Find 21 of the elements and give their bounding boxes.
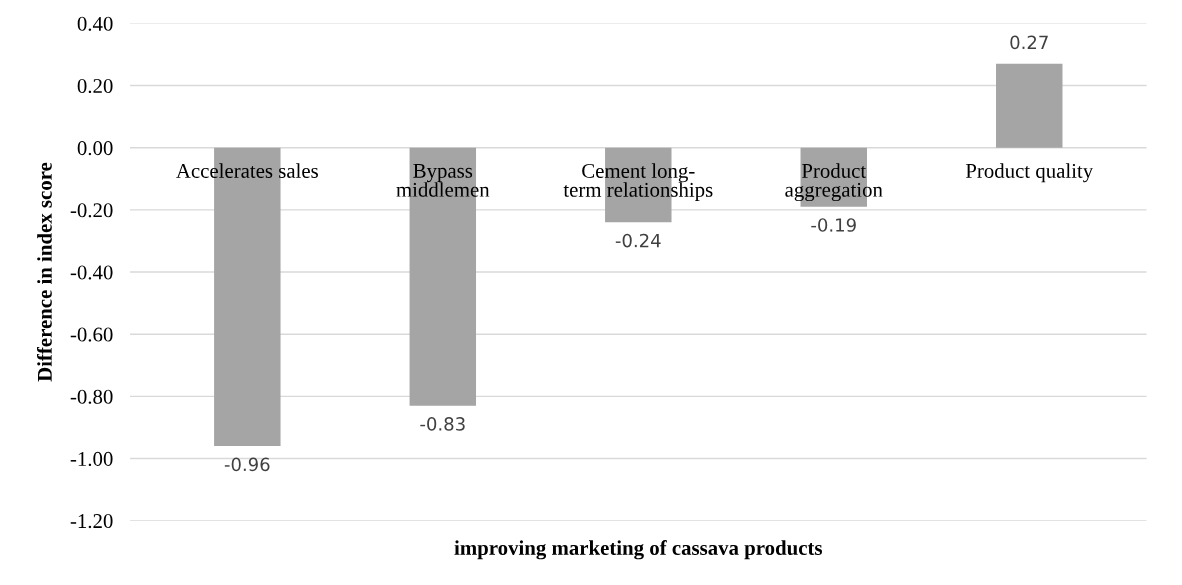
y-tick-label: -1.00 [70, 451, 113, 467]
data-label: 0.27 [1010, 35, 1048, 50]
data-label: -0.24 [615, 233, 661, 248]
y-tick-label: -0.40 [70, 265, 113, 280]
y-tick-label: -0.60 [70, 327, 113, 342]
y-axis-title: Difference in index score [36, 162, 52, 382]
x-tick-label: Product quality [965, 163, 1094, 183]
x-axis-title: improving marketing of cassava products [454, 540, 823, 560]
data-label: -0.96 [224, 457, 270, 472]
y-tick-label: -0.20 [70, 203, 113, 218]
x-tick-label: Cement long- term relationships [563, 163, 713, 202]
y-tick-label: 0.40 [77, 16, 113, 31]
y-tick-label: -1.20 [70, 514, 113, 529]
data-label: -0.83 [420, 417, 465, 431]
y-tick-label: -0.80 [70, 389, 113, 404]
x-tick-label: Accelerates sales [176, 163, 318, 178]
x-tick-label: Bypass middlemen [396, 164, 490, 197]
data-label: -0.19 [811, 218, 856, 232]
y-tick-label: 0.20 [77, 78, 113, 94]
y-tick-label: 0.00 [77, 141, 113, 156]
x-tick-label: Product aggregation [785, 163, 883, 202]
